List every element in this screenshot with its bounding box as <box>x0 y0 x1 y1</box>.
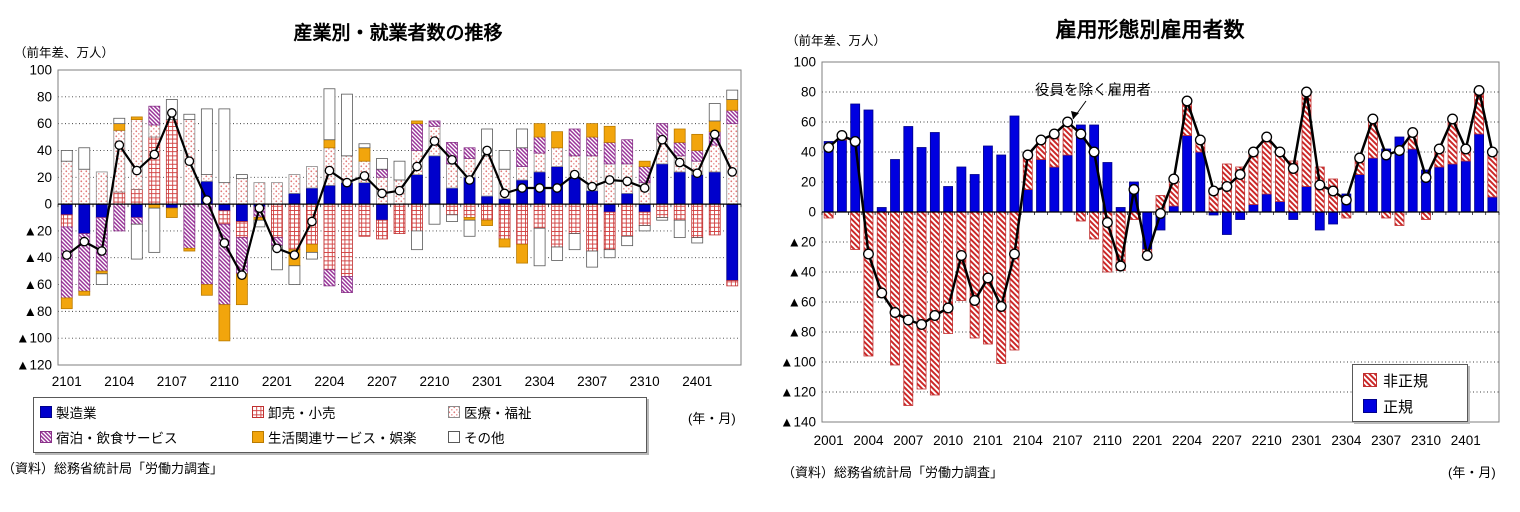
svg-text:2207: 2207 <box>1212 433 1242 448</box>
legend-swatch-diagR <box>1363 373 1377 387</box>
svg-text:2301: 2301 <box>472 374 502 389</box>
svg-text:2104: 2104 <box>104 374 135 389</box>
industry-chart-title: 産業別・就業者数の推移 <box>293 23 503 44</box>
svg-text:▲140: ▲140 <box>780 415 816 430</box>
svg-text:2401: 2401 <box>1451 433 1481 448</box>
legend-label: 医療・福祉 <box>464 406 532 421</box>
legend-item-医療・福祉: 医療・福祉 <box>448 402 532 422</box>
svg-text:2107: 2107 <box>157 374 187 389</box>
svg-text:0: 0 <box>44 197 52 212</box>
employment-chart-axis-note: (年・月) <box>1448 465 1496 480</box>
legend-item-その他: その他 <box>448 427 505 447</box>
svg-text:2110: 2110 <box>1093 433 1122 448</box>
svg-text:▲20: ▲20 <box>24 223 52 238</box>
svg-text:2310: 2310 <box>630 374 660 389</box>
svg-text:▲120: ▲120 <box>16 358 52 373</box>
legend-item-正規: 正規 <box>1363 393 1467 419</box>
svg-text:2101: 2101 <box>52 374 82 389</box>
industry-chart-axis-note: (年・月) <box>688 411 736 426</box>
legend-item-生活関連サービス・娯楽: 生活関連サービス・娯楽 <box>252 427 417 447</box>
svg-text:2307: 2307 <box>1371 433 1401 448</box>
legend-item-卸売・小売: 卸売・小売 <box>252 402 336 422</box>
svg-text:2010: 2010 <box>933 433 963 448</box>
svg-text:▲80: ▲80 <box>788 325 816 340</box>
industry-chart-legend: 製造業 卸売・小売 医療・福祉宿泊・飲食サービス 生活関連サービス・娯楽 その他 <box>33 397 647 453</box>
svg-text:80: 80 <box>37 89 52 104</box>
svg-text:▲120: ▲120 <box>780 385 816 400</box>
legend-swatch-crosshatch <box>252 406 264 418</box>
svg-text:2207: 2207 <box>367 374 397 389</box>
svg-text:2201: 2201 <box>1132 433 1162 448</box>
legend-label: 卸売・小売 <box>268 406 336 421</box>
svg-text:2110: 2110 <box>210 374 239 389</box>
legend-label: 宿泊・飲食サービス <box>56 431 178 446</box>
svg-text:2204: 2204 <box>314 374 345 389</box>
svg-text:2310: 2310 <box>1411 433 1441 448</box>
employment-chart-title: 雇用形態別雇用者数 <box>1055 19 1245 42</box>
legend-swatch-dots <box>448 406 460 418</box>
svg-text:▲40: ▲40 <box>788 265 816 280</box>
svg-text:2304: 2304 <box>525 374 556 389</box>
svg-text:100: 100 <box>29 63 52 78</box>
svg-text:20: 20 <box>37 170 52 185</box>
legend-item-非正規: 非正規 <box>1363 367 1467 393</box>
svg-text:40: 40 <box>801 145 816 160</box>
svg-text:2101: 2101 <box>973 433 1003 448</box>
employment-chart-legend: 非正規 正規 <box>1352 364 1468 422</box>
svg-text:2204: 2204 <box>1172 433 1203 448</box>
legend-label: 正規 <box>1383 398 1414 416</box>
legend-swatch-solid <box>1363 399 1377 413</box>
legend-label: 生活関連サービス・娯楽 <box>268 431 417 446</box>
industry-chart-unit-label: （前年差、万人） <box>14 46 115 60</box>
svg-text:▲100: ▲100 <box>780 355 816 370</box>
legend-item-製造業: 製造業 <box>40 402 97 422</box>
legend-item-宿泊・飲食サービス: 宿泊・飲食サービス <box>40 427 178 447</box>
svg-text:20: 20 <box>801 175 816 190</box>
svg-text:▲100: ▲100 <box>16 331 52 346</box>
svg-text:80: 80 <box>801 85 816 100</box>
employment-chart-unit-label: （前年差、万人） <box>786 34 887 48</box>
legend-swatch-diag <box>40 431 52 443</box>
svg-text:▲60: ▲60 <box>788 295 816 310</box>
svg-text:60: 60 <box>801 115 816 130</box>
svg-text:2304: 2304 <box>1331 433 1362 448</box>
svg-text:2210: 2210 <box>1252 433 1282 448</box>
svg-text:▲20: ▲20 <box>788 235 816 250</box>
svg-text:▲40: ▲40 <box>24 250 52 265</box>
svg-text:▲60: ▲60 <box>24 277 52 292</box>
svg-text:2201: 2201 <box>262 374 292 389</box>
svg-text:60: 60 <box>37 116 52 131</box>
svg-text:100: 100 <box>793 55 816 70</box>
svg-text:40: 40 <box>37 143 52 158</box>
legend-label: その他 <box>464 431 505 446</box>
svg-text:2301: 2301 <box>1291 433 1321 448</box>
svg-text:2210: 2210 <box>420 374 450 389</box>
legend-label: 製造業 <box>56 406 97 421</box>
svg-text:2401: 2401 <box>682 374 712 389</box>
legend-label: 非正規 <box>1383 372 1429 390</box>
employment-chart-source: （資料）総務省統計局「労働力調査」 <box>782 465 1004 480</box>
line-series-annotation: 役員を除く雇用者 <box>1035 83 1151 99</box>
industry-chart-source: （資料）総務省統計局「労働力調査」 <box>2 461 224 476</box>
legend-swatch-plain <box>448 431 460 443</box>
svg-text:2001: 2001 <box>814 433 844 448</box>
svg-text:2007: 2007 <box>893 433 923 448</box>
legend-swatch-solid <box>40 406 52 418</box>
svg-text:▲80: ▲80 <box>24 304 52 319</box>
svg-text:2004: 2004 <box>853 433 884 448</box>
svg-text:2107: 2107 <box>1053 433 1083 448</box>
svg-text:2104: 2104 <box>1013 433 1044 448</box>
svg-text:0: 0 <box>808 205 816 220</box>
svg-text:2307: 2307 <box>577 374 607 389</box>
legend-swatch-solid <box>252 431 264 443</box>
